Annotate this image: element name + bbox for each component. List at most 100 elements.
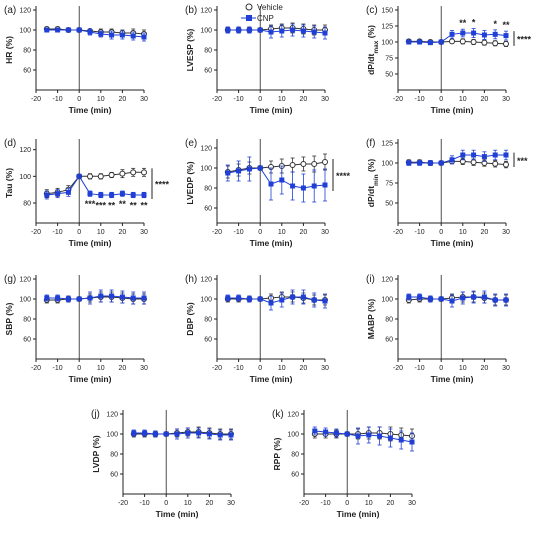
data-point — [481, 39, 488, 46]
data-point — [119, 191, 125, 197]
y-axis-label: Tau (%) — [4, 168, 14, 198]
y-tick-label: 120 — [19, 147, 31, 154]
data-point — [406, 294, 412, 300]
data-point — [130, 33, 136, 39]
data-point — [503, 152, 509, 158]
data-point — [44, 192, 50, 198]
data-point — [481, 294, 487, 300]
y-tick-label: 80 — [204, 317, 212, 324]
data-point — [65, 296, 71, 302]
x-tick-label: -20 — [31, 229, 41, 236]
panel-f: (f) 50 75 100 125 -20 -10 0 10 20 30 Time (min) dP/d… — [366, 138, 528, 248]
y-tick-label: 80 — [385, 317, 393, 324]
series-cnp — [44, 289, 147, 305]
y-tick-label: 100 — [287, 432, 299, 439]
data-point — [174, 431, 180, 437]
data-point — [427, 160, 433, 166]
data-point — [130, 295, 136, 301]
data-point — [87, 191, 93, 197]
data-point — [279, 297, 285, 303]
data-point — [185, 430, 191, 436]
legend: Vehicle CNP — [241, 3, 283, 23]
data-point — [300, 294, 306, 300]
y-tick-label: 80 — [204, 186, 212, 193]
panel-label: (j) — [91, 409, 100, 420]
data-point — [236, 168, 242, 174]
x-tick-label: 0 — [439, 365, 443, 372]
data-point — [492, 160, 499, 167]
data-point — [119, 32, 125, 38]
x-tick-label: 0 — [164, 500, 168, 507]
series-cnp — [406, 290, 509, 308]
x-tick-label: 10 — [459, 96, 467, 103]
data-point — [311, 297, 317, 303]
data-point — [449, 298, 455, 304]
y-tick-label: 100 — [381, 40, 393, 47]
data-point — [44, 27, 50, 33]
x-axis-label: Time (min) — [431, 238, 474, 248]
panel-label: (c) — [366, 5, 378, 16]
panel-i: (i) 60 80 100 120 -20 -10 0 10 20 30 Time (min) MABP… — [366, 274, 510, 384]
x-tick-label: -20 — [393, 96, 403, 103]
x-tick-label: -20 — [212, 229, 222, 236]
x-axis-label: Time (min) — [69, 238, 112, 248]
panel-g: (g) 60 80 100 120 -20 -10 0 10 20 30 Time (min) SBP … — [4, 274, 148, 384]
data-point — [470, 159, 477, 166]
panel-b: (b) 60 80 100 120 -20 -10 0 10 20 30 Time (min) LVES… — [185, 5, 329, 115]
data-point — [481, 32, 487, 38]
data-point — [449, 157, 455, 163]
data-point — [438, 296, 444, 302]
x-tick-label: 20 — [481, 96, 489, 103]
series-line — [227, 161, 326, 173]
data-point — [279, 177, 285, 183]
data-point — [406, 39, 412, 45]
y-tick-label: 60 — [110, 472, 118, 479]
data-point — [377, 433, 383, 439]
series-line — [408, 154, 506, 164]
x-tick-label: 30 — [502, 96, 510, 103]
x-tick-label: 10 — [278, 365, 286, 372]
data-point — [427, 296, 433, 302]
data-point — [236, 27, 242, 33]
data-point — [290, 294, 296, 300]
x-tick-label: 20 — [481, 229, 489, 236]
significance-stars: ** — [119, 199, 127, 209]
x-tick-label: -10 — [415, 365, 425, 372]
x-axis-label: Time (min) — [337, 509, 380, 519]
x-axis-label: Time (min) — [250, 374, 293, 384]
data-point — [268, 300, 274, 306]
data-point — [87, 295, 93, 301]
legend-vehicle-label: Vehicle — [257, 3, 283, 12]
data-point — [279, 28, 285, 34]
series-cnp — [225, 23, 328, 40]
series-line — [46, 171, 144, 195]
data-point — [108, 172, 115, 178]
data-point — [268, 181, 274, 187]
panel-label: (f) — [366, 138, 375, 149]
data-point — [76, 27, 82, 33]
significance-stars: *** — [85, 199, 96, 209]
y-tick-label: 100 — [200, 166, 212, 173]
y-tick-label: 60 — [385, 337, 393, 344]
y-tick-label: 50 — [385, 201, 393, 208]
significance-stars: ** — [502, 20, 510, 30]
y-tick-label: 100 — [381, 297, 393, 304]
x-tick-label: 20 — [300, 96, 308, 103]
series-cnp — [312, 426, 415, 452]
y-tick-label: 80 — [23, 48, 31, 55]
series-line — [46, 295, 144, 300]
data-point — [344, 431, 350, 437]
y-tick-label: 100 — [200, 297, 212, 304]
y-tick-label: 100 — [19, 174, 31, 181]
data-point — [142, 430, 148, 436]
x-tick-label: 0 — [77, 365, 81, 372]
y-tick-label: 60 — [204, 206, 212, 213]
data-point — [246, 296, 252, 302]
y-axis-label: LVESP (%) — [185, 29, 195, 72]
x-tick-label: -20 — [212, 365, 222, 372]
data-point — [471, 152, 477, 158]
data-point — [311, 183, 317, 189]
x-tick-label: 30 — [321, 229, 329, 236]
x-tick-label: -10 — [53, 96, 63, 103]
